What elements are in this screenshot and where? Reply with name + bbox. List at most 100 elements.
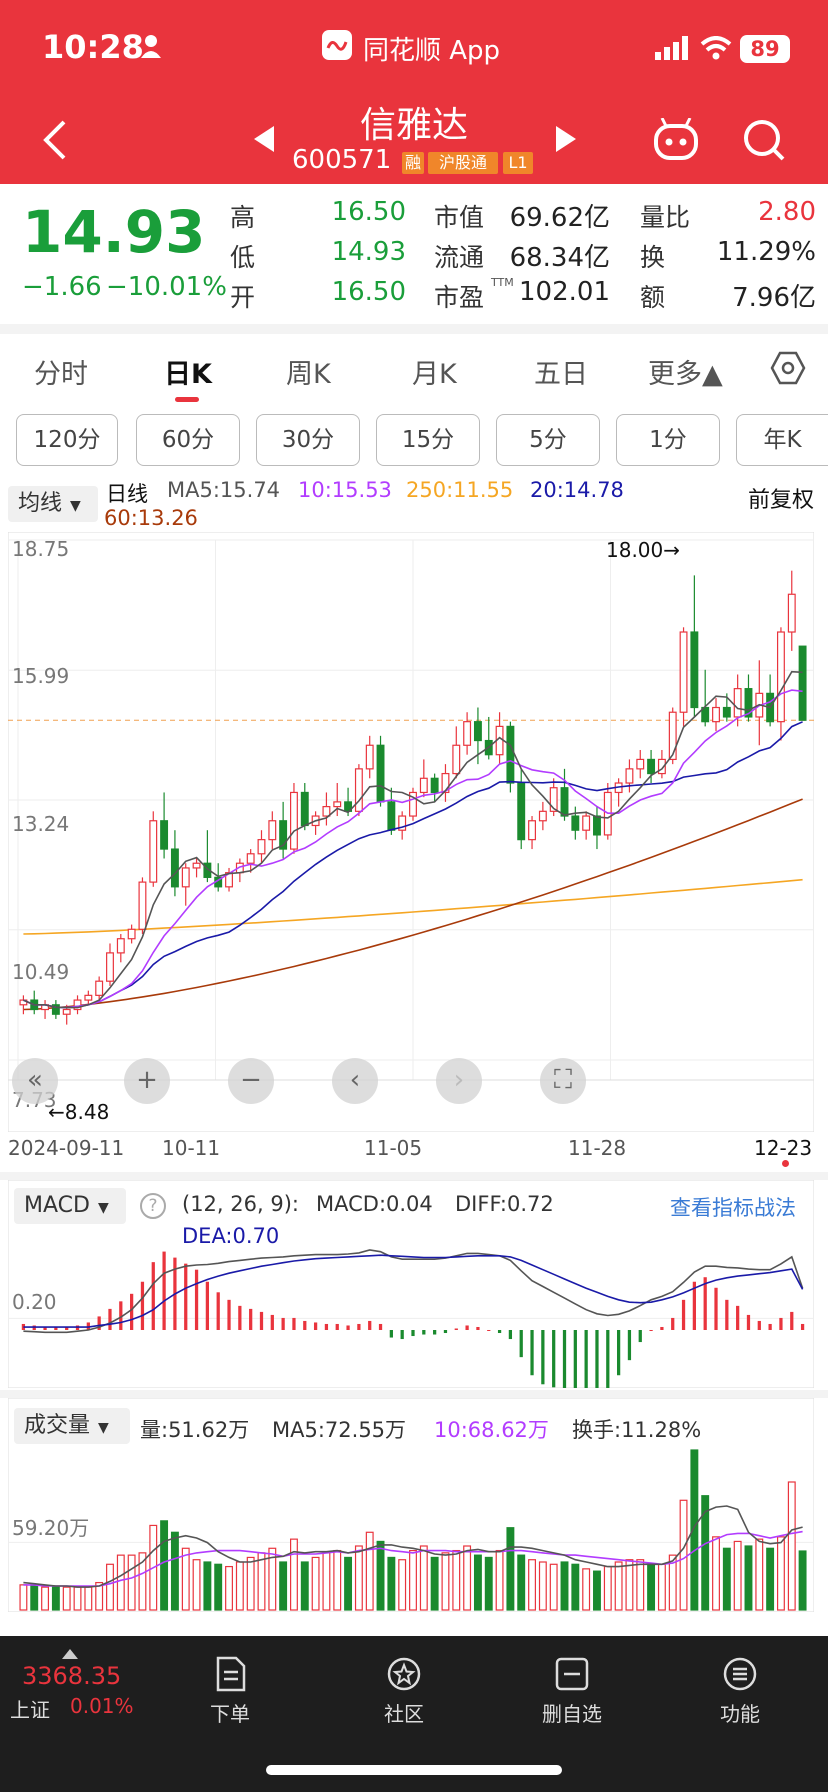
robot-assistant-icon[interactable] xyxy=(652,117,700,162)
volume-bar xyxy=(30,1584,39,1611)
macd-bar xyxy=(194,1269,199,1330)
help-icon[interactable]: ? xyxy=(140,1193,166,1219)
candle-body xyxy=(636,758,645,770)
value-amount: 7.96亿 xyxy=(732,283,816,313)
scroll-right-button[interactable]: › xyxy=(436,1058,482,1104)
functions-menu-icon xyxy=(722,1656,758,1692)
volume-bar xyxy=(214,1563,223,1611)
volume-bar xyxy=(257,1552,266,1611)
macd-bar xyxy=(151,1262,155,1330)
label-amount: 额 xyxy=(640,283,666,312)
tab-intraday[interactable]: 分时 xyxy=(34,359,88,390)
volume-bar xyxy=(203,1561,212,1611)
nav-functions[interactable]: 功能 xyxy=(680,1646,800,1727)
volume-dropdown[interactable]: 成交量 ▼ xyxy=(14,1408,130,1444)
tab-five-day[interactable]: 五日 xyxy=(534,359,588,390)
period-yearly-k[interactable]: 年K xyxy=(736,414,828,466)
volume-bar xyxy=(571,1563,580,1611)
macd-bar xyxy=(649,1330,653,1331)
zoom-in-button[interactable]: + xyxy=(124,1058,170,1104)
macd-bar xyxy=(227,1299,231,1330)
date-label-5: 12-23 xyxy=(754,1136,813,1160)
next-stock-button[interactable] xyxy=(554,126,576,152)
volume-bar xyxy=(647,1563,656,1611)
period-15min[interactable]: 15分 xyxy=(376,414,480,466)
period-1min[interactable]: 1分 xyxy=(616,414,720,466)
index-pct: 0.01% xyxy=(70,1694,134,1718)
adjust-mode[interactable]: 前复权 xyxy=(748,488,815,513)
candle-body xyxy=(722,706,731,718)
volume-bar xyxy=(62,1586,71,1611)
macd-bar xyxy=(270,1314,274,1330)
macd-bar xyxy=(736,1305,740,1330)
macd-value: MACD:0.04 xyxy=(316,1192,433,1216)
volume-bar xyxy=(354,1545,363,1611)
nav-community[interactable]: 社区 xyxy=(344,1646,464,1727)
chevron-down-icon: ▼ xyxy=(97,1200,109,1216)
macd-bar xyxy=(303,1320,307,1330)
macd-dropdown[interactable]: MACD ▼ xyxy=(14,1188,126,1224)
diff-value: DIFF:0.72 xyxy=(455,1192,554,1216)
volume-bar xyxy=(484,1556,493,1611)
scroll-left-button[interactable]: ‹ xyxy=(332,1058,378,1104)
macd-bar xyxy=(573,1330,577,1388)
candle-body xyxy=(257,839,266,855)
back-button[interactable] xyxy=(40,118,70,162)
macd-bar xyxy=(411,1330,415,1337)
candle-body xyxy=(192,862,201,869)
nav-remove-watchlist[interactable]: 删自选 xyxy=(512,1646,632,1727)
indicator-strategy-link[interactable]: 查看指标战法 xyxy=(670,1196,796,1220)
tab-daily-k[interactable]: 日K xyxy=(164,359,212,390)
candle-body xyxy=(582,815,591,831)
period-120min[interactable]: 120分 xyxy=(16,414,118,466)
candle-body xyxy=(776,631,785,723)
candle-body xyxy=(538,810,547,822)
tab-weekly-k[interactable]: 周K xyxy=(286,359,331,390)
candle-body xyxy=(679,631,688,713)
macd-bar xyxy=(65,1326,69,1330)
fullscreen-button[interactable]: ⛶ xyxy=(540,1058,586,1104)
volume-bar xyxy=(127,1554,136,1611)
tab-monthly-k[interactable]: 月K xyxy=(412,359,457,390)
zoom-out-button[interactable]: − xyxy=(228,1058,274,1104)
community-star-icon xyxy=(386,1656,422,1692)
candle-body xyxy=(116,938,125,954)
candle-body xyxy=(690,631,699,709)
index-value[interactable]: 3368.35 xyxy=(22,1662,122,1690)
label-turnover: 换 xyxy=(640,243,666,272)
macd-bar xyxy=(541,1330,545,1385)
macd-bar xyxy=(800,1323,805,1330)
macd-bar xyxy=(790,1311,794,1330)
candle-body xyxy=(409,791,417,817)
collapse-left-button[interactable]: « xyxy=(12,1058,58,1104)
value-float-cap: 68.34亿 xyxy=(509,243,610,273)
period-30min[interactable]: 30分 xyxy=(256,414,360,466)
candle-body xyxy=(744,688,753,718)
search-icon[interactable] xyxy=(742,118,786,162)
nav-order[interactable]: 下单 xyxy=(170,1646,290,1727)
macd-axis-label: 0.20 xyxy=(12,1290,57,1314)
period-5min[interactable]: 5分 xyxy=(496,414,600,466)
volume-bar xyxy=(160,1520,169,1611)
candle-body xyxy=(528,820,536,841)
volume-chart xyxy=(8,1398,814,1612)
period-60min[interactable]: 60分 xyxy=(136,414,240,466)
candle-body xyxy=(733,688,742,718)
volume-bar xyxy=(657,1563,666,1611)
macd-bar xyxy=(487,1330,491,1331)
candlestick-chart[interactable] xyxy=(8,532,814,1132)
macd-bar xyxy=(433,1330,437,1335)
prev-stock-button[interactable] xyxy=(254,126,276,152)
candle-body xyxy=(138,881,147,930)
ma-dropdown[interactable]: 均线 ▼ xyxy=(8,486,98,522)
macd-bar xyxy=(162,1251,166,1330)
volume-bar xyxy=(636,1559,645,1611)
settings-hex-icon[interactable] xyxy=(770,350,806,386)
candle-body xyxy=(668,711,677,761)
macd-bar xyxy=(335,1323,339,1330)
macd-bar xyxy=(54,1326,58,1330)
macd-bar xyxy=(757,1320,761,1330)
tab-more[interactable]: 更多▲ xyxy=(648,359,723,390)
macd-bar xyxy=(508,1330,513,1340)
ma60-line xyxy=(23,798,803,1011)
